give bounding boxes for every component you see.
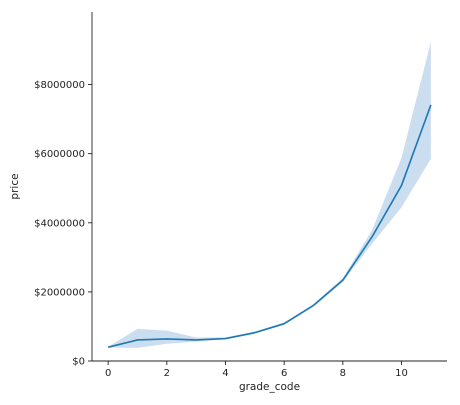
confidence-band-layer [108,41,431,348]
x-axis-label: grade_code [239,381,300,393]
x-tick-label: 6 [281,368,287,379]
y-axis-label: price [9,173,21,199]
x-tick-label: 0 [105,368,111,379]
y-tick-label: $4000000 [34,218,85,229]
x-tick-label: 10 [395,368,408,379]
y-tick-label: $8000000 [34,80,85,91]
x-tick-label: 4 [222,368,228,379]
confidence-band [108,41,431,348]
y-tick-label: $6000000 [34,149,85,160]
series-line-layer [107,104,432,348]
y-axis-ticks: $0 $2000000 $4000000 $6000000 $8000000 [34,80,92,368]
y-tick-label: $2000000 [34,287,85,298]
x-axis-ticks: 0 2 4 6 8 10 [105,361,408,379]
x-tick-label: 2 [164,368,170,379]
series-line [107,104,432,348]
x-tick-label: 8 [340,368,346,379]
y-tick-label: $0 [72,357,85,368]
